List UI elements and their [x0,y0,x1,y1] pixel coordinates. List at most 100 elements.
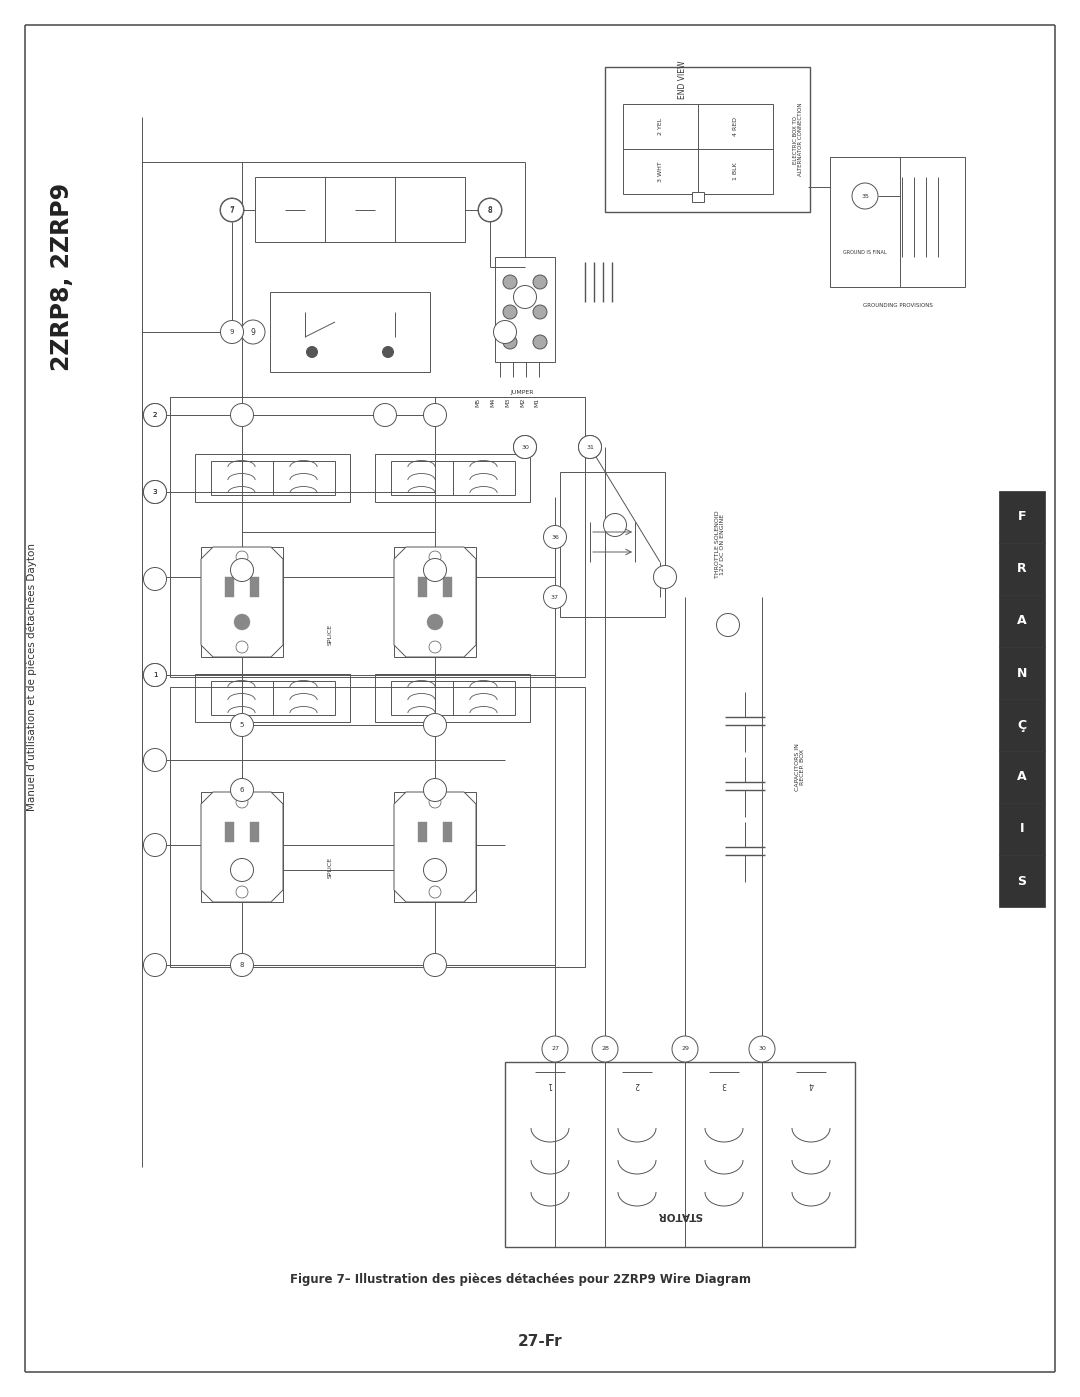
Polygon shape [201,548,283,657]
Bar [505,1062,855,1248]
Bar [495,257,555,362]
Bar [170,397,585,678]
Bar [418,821,427,842]
Circle shape [307,346,318,358]
Bar [170,687,585,967]
Bar [375,673,530,722]
Bar [195,673,350,722]
Circle shape [144,481,166,503]
Text: 9: 9 [230,330,234,335]
Circle shape [220,198,244,222]
Circle shape [144,404,166,426]
Circle shape [144,749,166,771]
Circle shape [374,404,396,426]
Text: 6: 6 [240,787,244,793]
Text: 2: 2 [152,412,158,418]
Bar [249,821,259,842]
Circle shape [478,198,501,222]
Bar [999,647,1045,698]
Circle shape [382,346,393,358]
Circle shape [534,335,546,349]
Text: 3: 3 [721,1080,727,1090]
Circle shape [604,514,626,536]
Text: 3: 3 [152,489,158,495]
Bar [255,177,465,242]
Circle shape [503,305,517,319]
Bar [211,682,335,715]
Text: 8: 8 [488,205,492,215]
Bar [831,156,966,286]
Circle shape [230,954,254,977]
Circle shape [427,859,443,875]
Text: 3 WHT: 3 WHT [658,161,663,182]
Text: N: N [1016,666,1027,679]
Circle shape [534,275,546,289]
Text: A: A [1017,615,1027,627]
Circle shape [144,664,166,686]
Bar [999,803,1045,855]
Bar [999,752,1045,803]
Circle shape [423,954,446,977]
Text: 2: 2 [635,1080,639,1090]
Circle shape [237,550,248,563]
Text: A: A [1017,771,1027,784]
Text: 28: 28 [602,1046,609,1052]
Text: 31: 31 [586,444,594,450]
Bar [443,577,453,597]
Circle shape [241,320,265,344]
Bar [225,577,234,597]
Text: 7: 7 [230,207,234,212]
Text: M1: M1 [535,397,540,407]
Polygon shape [394,792,476,902]
Bar [391,682,514,715]
Text: 8: 8 [488,207,492,212]
Bar [418,577,427,597]
Text: 27: 27 [551,1046,559,1052]
Text: JUMPER: JUMPER [510,390,534,394]
Text: M2: M2 [521,397,526,407]
Text: 30: 30 [758,1046,766,1052]
Text: Ç: Ç [1017,718,1027,732]
Text: END VIEW: END VIEW [678,60,687,99]
Circle shape [429,796,441,807]
Bar [225,821,234,842]
Bar [999,595,1045,647]
Bar [201,548,283,657]
Bar [623,103,773,194]
Circle shape [423,714,446,736]
Circle shape [423,559,446,581]
Text: 8: 8 [240,963,244,968]
Bar [999,490,1045,543]
Bar [999,855,1045,907]
Text: S: S [1017,875,1026,887]
Text: GROUNDING PROVISIONS: GROUNDING PROVISIONS [863,303,932,307]
Bar [999,543,1045,595]
Circle shape [230,859,254,882]
Circle shape [144,834,166,856]
Circle shape [852,183,878,210]
Polygon shape [201,792,283,902]
Circle shape [429,550,441,563]
Circle shape [423,404,446,426]
Text: 37: 37 [551,595,559,599]
Text: 7: 7 [230,205,234,215]
Text: 4 RED: 4 RED [733,117,738,136]
Text: 27-Fr: 27-Fr [517,1334,563,1350]
Text: 36: 36 [551,535,559,539]
Circle shape [542,1037,568,1062]
Text: SPLICE: SPLICE [327,856,333,877]
Bar [692,191,704,203]
Circle shape [144,954,166,977]
Text: R: R [1017,563,1027,576]
Text: 4: 4 [809,1080,813,1090]
Bar [375,454,530,502]
Bar [201,792,283,902]
Circle shape [234,859,249,875]
Circle shape [429,886,441,898]
Text: I: I [1020,823,1024,835]
Text: 2 YEL: 2 YEL [658,117,663,136]
Circle shape [478,198,502,222]
Circle shape [579,436,602,458]
Text: 30: 30 [521,444,529,450]
Circle shape [503,275,517,289]
